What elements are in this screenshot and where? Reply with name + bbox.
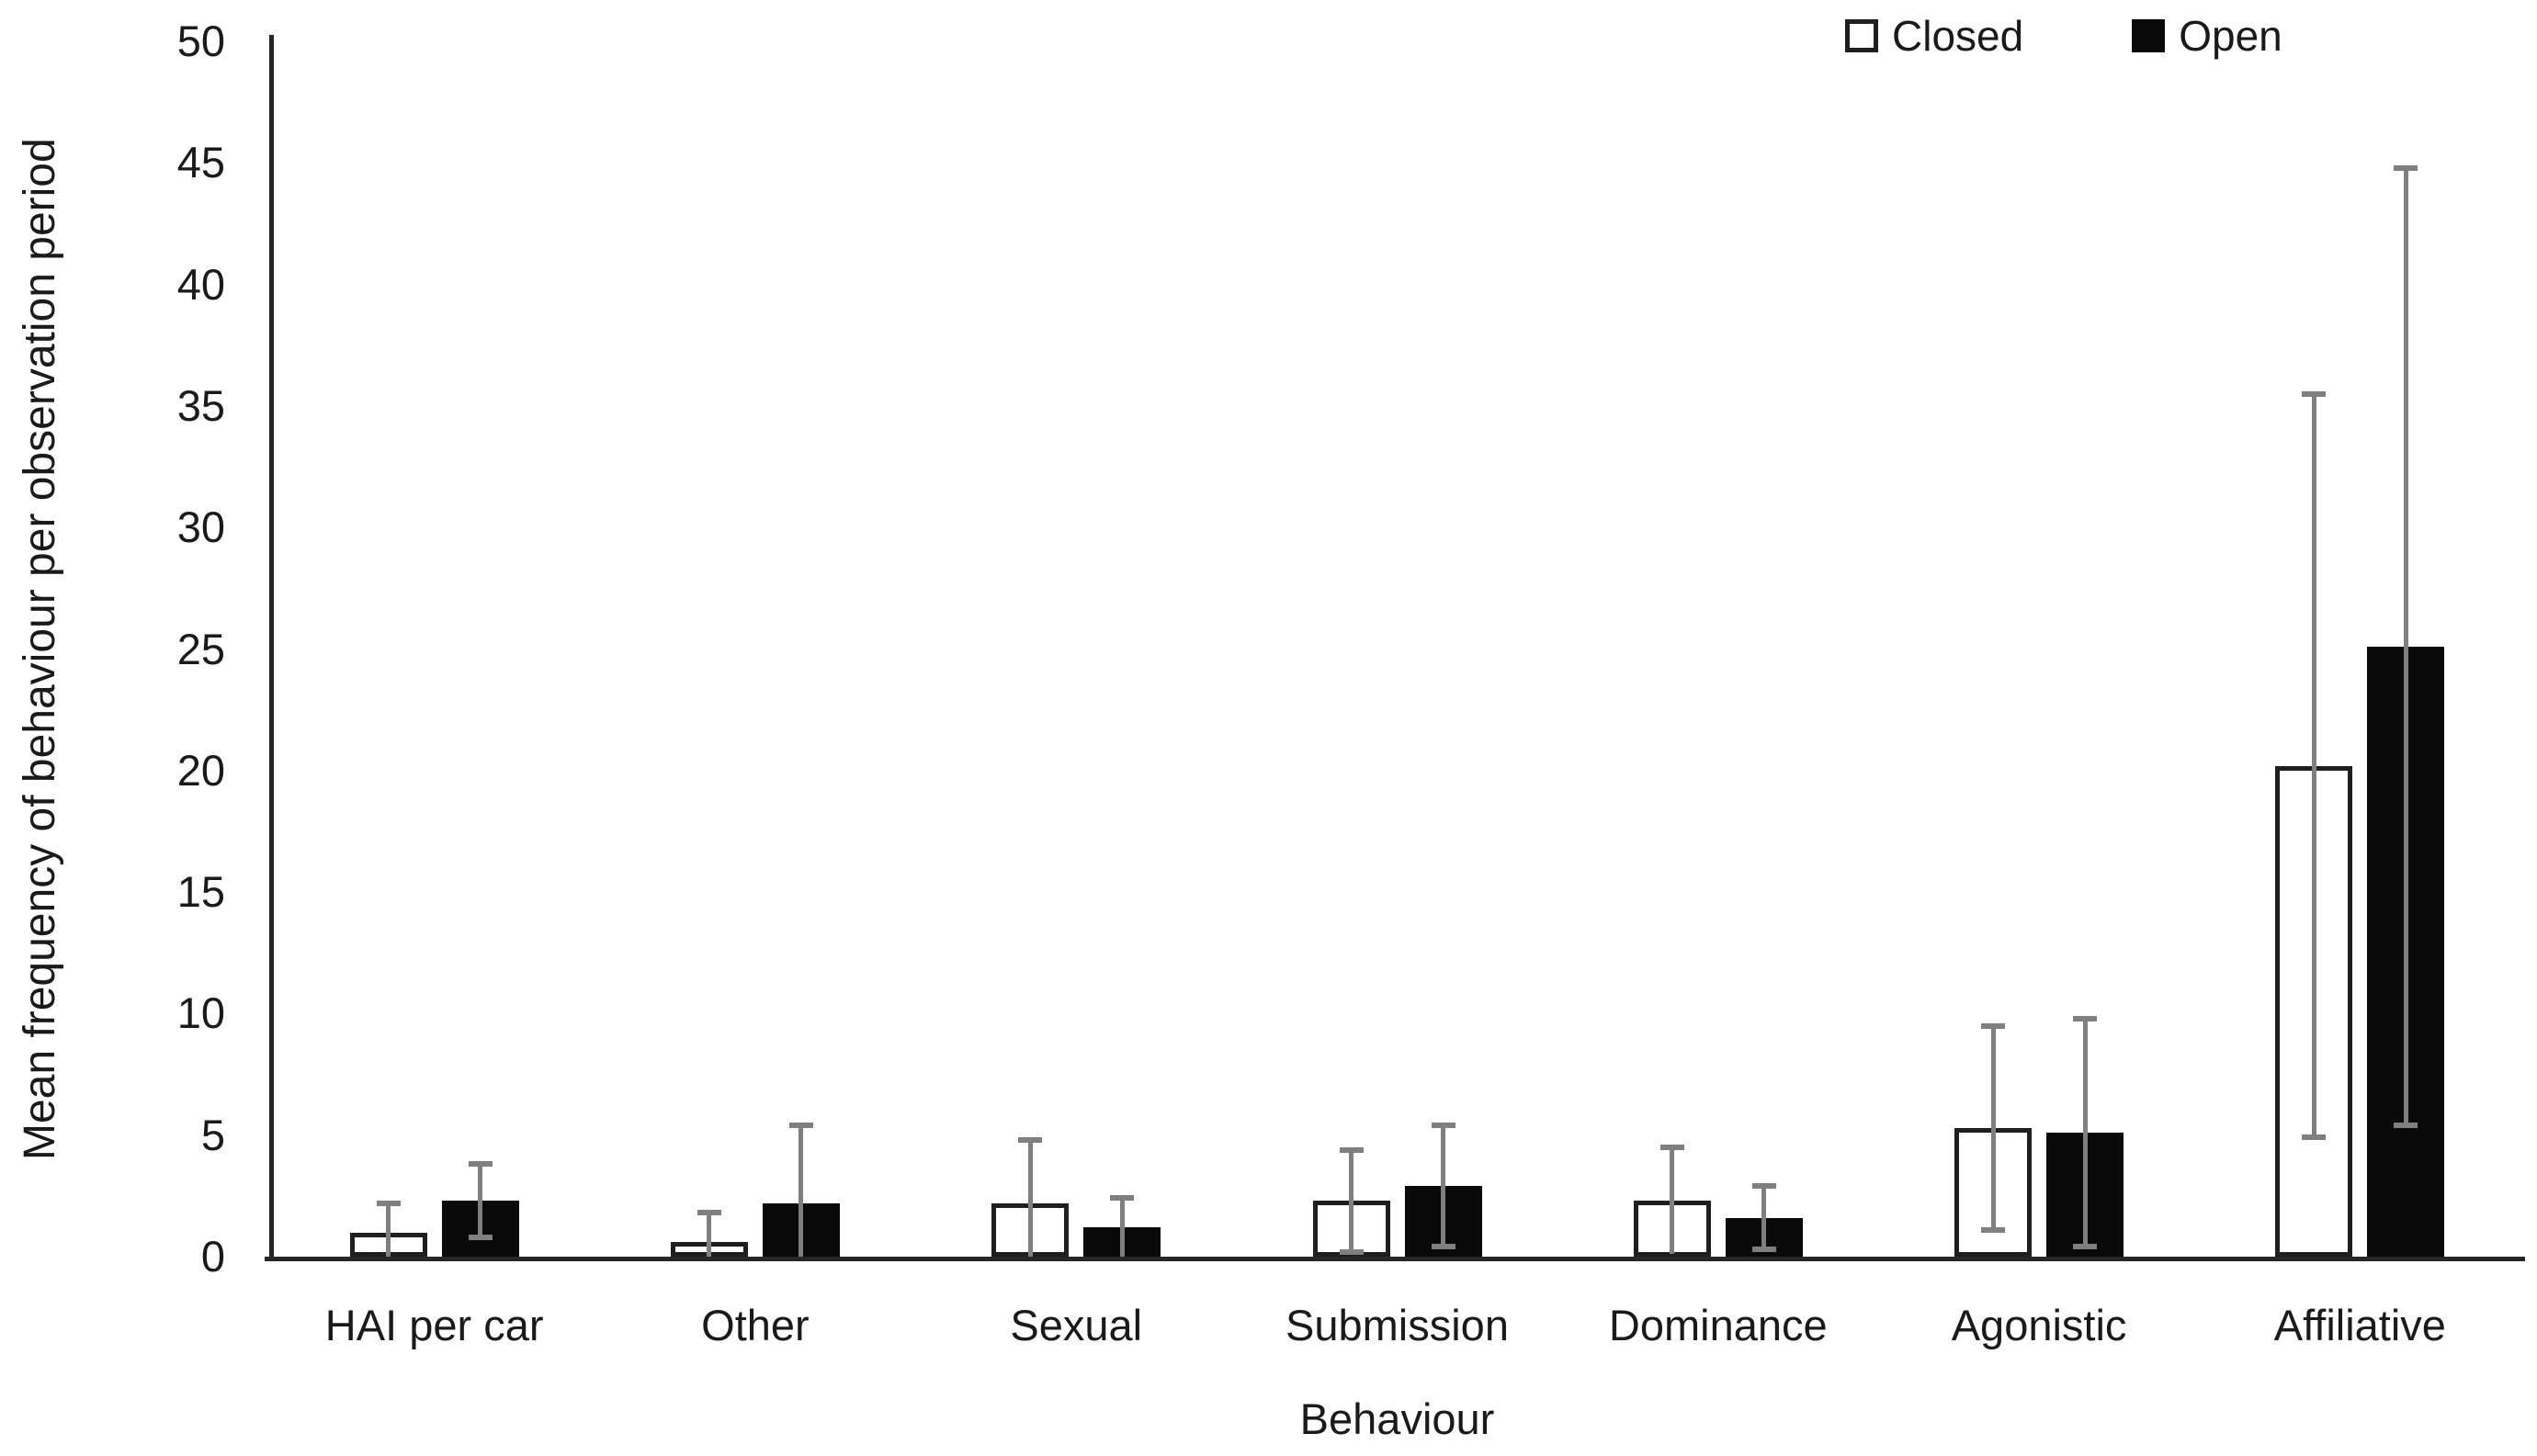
- x-category-label-affiliative: Affiliative: [2273, 1301, 2446, 1349]
- error-bar-line-open-sexual: [1119, 1198, 1125, 1257]
- y-tick-label: 40: [176, 259, 225, 309]
- error-bar-cap-top: [788, 1123, 813, 1129]
- y-axis-line: [269, 35, 274, 1261]
- error-bar-cap-bottom: [2302, 1134, 2327, 1141]
- error-bar-cap-top: [1018, 1136, 1043, 1143]
- error-bar-line-open-other: [798, 1125, 804, 1257]
- x-category-label-dominance: Dominance: [1608, 1301, 1828, 1349]
- plot-area: [274, 41, 2520, 1257]
- error-bar-line-closed-submission: [1349, 1149, 1353, 1252]
- closed-series-swatch-icon: [1845, 19, 1878, 52]
- legend: Closed Open: [1845, 15, 2282, 57]
- error-bar-line-closed-dominance: [1670, 1146, 1675, 1255]
- y-tick-label: 20: [176, 745, 225, 795]
- open-series-swatch-icon: [2132, 19, 2166, 52]
- legend-label-open: Open: [2179, 12, 2282, 60]
- error-bar-line-open-dominance: [1761, 1186, 1767, 1250]
- y-tick-label: 45: [176, 138, 225, 187]
- error-bar-line-closed-agonistic: [1990, 1025, 1996, 1230]
- y-tick-label: 25: [176, 624, 225, 673]
- y-tick-label: 10: [176, 988, 225, 1038]
- error-bar-cap-top: [2394, 164, 2418, 171]
- error-bar-cap-top: [468, 1161, 493, 1168]
- error-bar-cap-top: [2302, 390, 2327, 397]
- legend-item-closed: Closed: [1845, 15, 2023, 57]
- error-bar-cap-top: [1431, 1123, 1455, 1129]
- error-bar-cap-top: [1339, 1146, 1364, 1153]
- error-bar-line-open-agonistic: [2082, 1018, 2088, 1247]
- error-bar-cap-top: [2073, 1015, 2098, 1021]
- error-bar-cap-bottom: [1339, 1248, 1364, 1255]
- x-category-label-submission: Submission: [1285, 1301, 1509, 1349]
- x-category-label-other: Other: [701, 1301, 810, 1349]
- legend-item-open: Open: [2132, 15, 2282, 57]
- y-tick-label: 15: [176, 867, 225, 917]
- x-category-label-hai-per-car: HAI per car: [324, 1301, 544, 1349]
- x-category-label-agonistic: Agonistic: [1951, 1301, 2127, 1349]
- error-bar-cap-bottom: [2394, 1123, 2418, 1129]
- error-bar-line-closed-hai-per-car: [386, 1202, 391, 1257]
- error-bar-cap-bottom: [1431, 1244, 1455, 1250]
- error-bar-line-closed-other: [707, 1213, 712, 1257]
- error-bar-cap-bottom: [1751, 1247, 1776, 1253]
- error-bar-cap-top: [697, 1210, 721, 1216]
- y-tick-label: 5: [200, 1110, 225, 1159]
- y-tick-label: 50: [176, 17, 225, 65]
- error-bar-cap-top: [376, 1200, 401, 1206]
- error-bar-line-closed-affiliative: [2311, 393, 2316, 1138]
- error-bar-cap-top: [1659, 1144, 1684, 1150]
- error-bar-line-open-submission: [1441, 1125, 1445, 1247]
- error-bar-line-open-affiliative: [2403, 167, 2408, 1126]
- legend-label-closed: Closed: [1892, 12, 2024, 60]
- y-tick-label: 0: [200, 1232, 225, 1281]
- error-bar-line-open-hai-per-car: [478, 1164, 483, 1237]
- y-tick-label: 35: [176, 380, 225, 430]
- x-category-label-sexual: Sexual: [1010, 1301, 1143, 1349]
- x-axis-title: Behaviour: [1299, 1394, 1495, 1443]
- error-bar-cap-top: [1751, 1183, 1776, 1190]
- x-axis-line: [265, 1257, 2525, 1261]
- error-bar-cap-top: [1110, 1195, 1135, 1202]
- error-bar-cap-top: [1981, 1022, 2006, 1029]
- error-bar-cap-bottom: [2073, 1244, 2098, 1250]
- error-bar-cap-bottom: [468, 1234, 493, 1240]
- error-bar-line-closed-sexual: [1027, 1139, 1033, 1257]
- y-axis-title: Mean frequency of behaviour per observat…: [16, 138, 64, 1160]
- y-tick-label: 30: [176, 502, 225, 552]
- error-bar-cap-bottom: [1981, 1226, 2006, 1233]
